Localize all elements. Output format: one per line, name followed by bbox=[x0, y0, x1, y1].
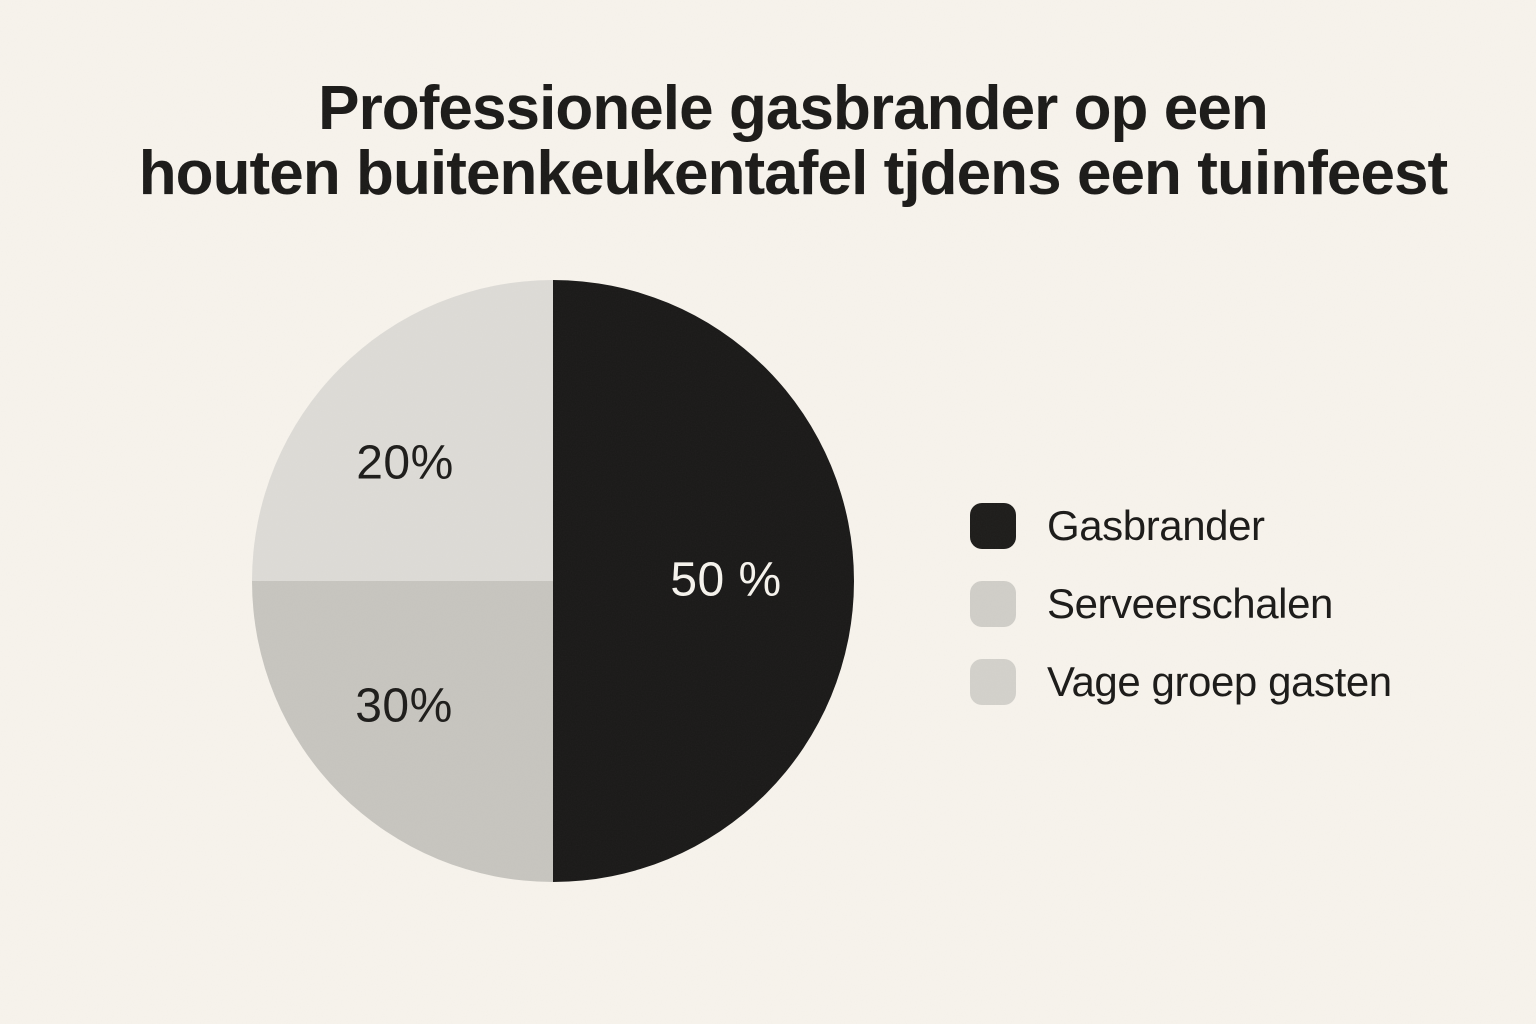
legend-label-serveerschalen: Serveerschalen bbox=[1047, 579, 1333, 627]
chart-title-line1: Professionele gasbrander op een bbox=[318, 74, 1269, 143]
chart-title-line2: houten buitenkeukentafel tjdens een tuin… bbox=[138, 139, 1448, 208]
legend-swatch-gasbrander bbox=[970, 502, 1016, 549]
legend-swatch-vage-groep-gasten bbox=[970, 658, 1016, 705]
slice-value-label-serveerschalen: 30% bbox=[355, 679, 453, 733]
legend-item-vage-groep-gasten: Vage groep gasten bbox=[970, 658, 1392, 705]
legend-swatch-serveerschalen bbox=[970, 580, 1016, 627]
pie-slice-vage-groep-gasten bbox=[252, 280, 553, 581]
slice-value-label-gasbrander: 50 % bbox=[670, 553, 782, 607]
legend: Gasbrander Serveerschalen Vage groep gas… bbox=[970, 502, 1392, 705]
slice-value-label-vage-groep-gasten: 20% bbox=[356, 436, 454, 490]
legend-label-gasbrander: Gasbrander bbox=[1047, 501, 1265, 549]
chart-title: Professionele gasbrander op een houten b… bbox=[0, 76, 1536, 206]
legend-item-serveerschalen: Serveerschalen bbox=[970, 580, 1392, 627]
legend-label-vage-groep-gasten: Vage groep gasten bbox=[1047, 657, 1392, 705]
legend-item-gasbrander: Gasbrander bbox=[970, 502, 1392, 549]
